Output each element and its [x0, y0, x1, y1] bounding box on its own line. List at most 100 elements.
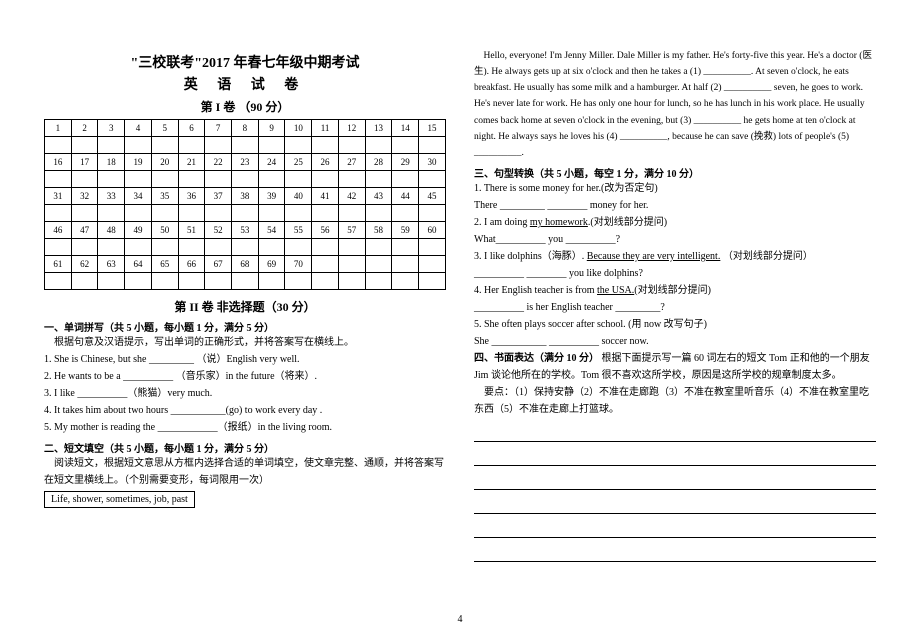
s1-q5: 5. My mother is reading the ____________…	[44, 419, 446, 436]
grid-cell	[151, 137, 178, 154]
grid-cell	[232, 239, 259, 256]
section1-intro: 根据句意及汉语提示，写出单词的正确形式，并将答案写在横线上。	[44, 334, 446, 351]
section2-title: 二、短文填空（共 5 小题，每小题 1 分，满分 5 分）	[44, 440, 446, 455]
grid-cell	[258, 239, 285, 256]
s3-q4-underline: the USA.	[597, 285, 634, 296]
grid-cell: 33	[98, 188, 125, 205]
grid-cell	[125, 205, 152, 222]
grid-cell	[312, 239, 339, 256]
grid-cell: 14	[392, 120, 419, 137]
grid-cell	[178, 171, 205, 188]
grid-cell: 35	[151, 188, 178, 205]
grid-cell: 30	[419, 154, 446, 171]
writing-line	[474, 524, 876, 538]
grid-cell	[312, 137, 339, 154]
grid-cell	[419, 256, 446, 273]
section4-title: 四、书面表达（满分 10 分）	[474, 353, 599, 364]
grid-cell: 49	[125, 222, 152, 239]
part2-header: 第 II 卷 非选择题（30 分）	[44, 298, 446, 315]
grid-cell: 12	[338, 120, 365, 137]
grid-cell	[285, 137, 312, 154]
grid-cell	[71, 171, 98, 188]
grid-cell	[285, 205, 312, 222]
grid-cell	[125, 239, 152, 256]
grid-cell: 27	[338, 154, 365, 171]
grid-cell: 13	[365, 120, 392, 137]
grid-cell	[178, 205, 205, 222]
grid-cell: 39	[258, 188, 285, 205]
grid-cell	[71, 273, 98, 290]
grid-cell	[258, 137, 285, 154]
grid-cell	[312, 171, 339, 188]
s3-q2-underline: my homework	[530, 217, 588, 228]
grid-cell: 23	[232, 154, 259, 171]
grid-cell: 52	[205, 222, 232, 239]
grid-cell: 55	[285, 222, 312, 239]
s1-q3: 3. I like __________（熊猫）very much.	[44, 385, 446, 402]
grid-cell	[98, 273, 125, 290]
grid-cell	[338, 205, 365, 222]
grid-cell	[258, 171, 285, 188]
grid-cell: 64	[125, 256, 152, 273]
grid-cell	[98, 171, 125, 188]
grid-cell: 41	[312, 188, 339, 205]
grid-cell: 38	[232, 188, 259, 205]
grid-cell: 57	[338, 222, 365, 239]
grid-cell	[338, 137, 365, 154]
s1-q1: 1. She is Chinese, but she _________ （说）…	[44, 351, 446, 368]
s3-q3-underline: Because they are very intelligent.	[587, 251, 721, 262]
grid-cell: 58	[365, 222, 392, 239]
grid-cell	[45, 273, 72, 290]
grid-cell: 17	[71, 154, 98, 171]
grid-cell	[338, 256, 365, 273]
grid-cell: 59	[392, 222, 419, 239]
grid-cell: 32	[71, 188, 98, 205]
writing-line	[474, 548, 876, 562]
grid-cell	[312, 205, 339, 222]
s3-q2b: What__________ you __________?	[474, 231, 876, 248]
grid-cell	[125, 273, 152, 290]
grid-cell	[285, 273, 312, 290]
grid-cell	[392, 205, 419, 222]
grid-cell: 11	[312, 120, 339, 137]
grid-cell: 46	[45, 222, 72, 239]
grid-cell: 65	[151, 256, 178, 273]
writing-line	[474, 500, 876, 514]
grid-cell: 16	[45, 154, 72, 171]
grid-cell: 10	[285, 120, 312, 137]
grid-cell	[312, 273, 339, 290]
section3-title: 三、句型转换（共 5 小题，每空 1 分，满分 10 分）	[474, 165, 876, 180]
grid-cell: 56	[312, 222, 339, 239]
grid-cell	[419, 273, 446, 290]
grid-cell: 68	[232, 256, 259, 273]
s1-q4: 4. It takes him about two hours ________…	[44, 402, 446, 419]
grid-cell: 4	[125, 120, 152, 137]
grid-cell	[392, 273, 419, 290]
grid-cell	[45, 205, 72, 222]
grid-cell	[312, 256, 339, 273]
grid-cell	[45, 171, 72, 188]
grid-cell	[151, 171, 178, 188]
grid-cell	[338, 273, 365, 290]
grid-cell	[232, 205, 259, 222]
grid-cell: 34	[125, 188, 152, 205]
grid-cell: 70	[285, 256, 312, 273]
s3-q3b: __________ ________ you like dolphins?	[474, 265, 876, 282]
writing-line	[474, 452, 876, 466]
grid-cell: 26	[312, 154, 339, 171]
grid-cell	[71, 205, 98, 222]
grid-cell: 62	[71, 256, 98, 273]
section4-intro2: 要点：（1）保持安静（2）不准在走廊跑（3）不准在教室里听音乐（4）不准在教室里…	[474, 384, 876, 418]
grid-cell: 60	[419, 222, 446, 239]
grid-cell: 3	[98, 120, 125, 137]
grid-cell: 40	[285, 188, 312, 205]
grid-cell	[365, 239, 392, 256]
s3-q5b: She ___________ __________ soccer now.	[474, 333, 876, 350]
grid-cell	[151, 205, 178, 222]
grid-cell	[365, 171, 392, 188]
grid-cell: 15	[419, 120, 446, 137]
grid-cell: 53	[232, 222, 259, 239]
grid-cell: 8	[232, 120, 259, 137]
grid-cell	[419, 171, 446, 188]
grid-cell	[258, 273, 285, 290]
